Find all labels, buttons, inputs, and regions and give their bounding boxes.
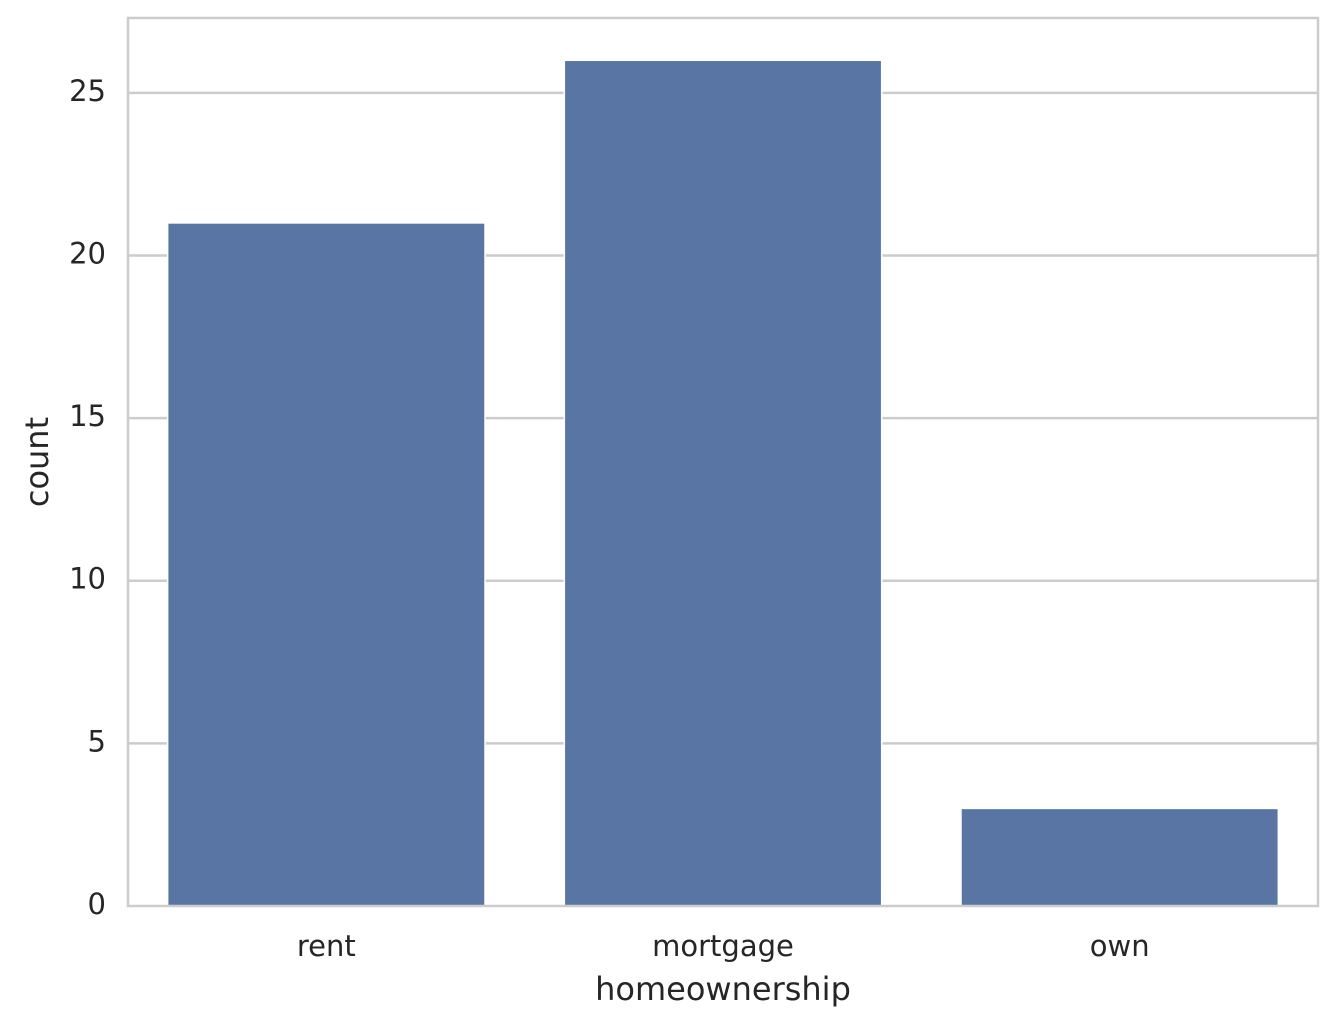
y-tick-label: 10 bbox=[69, 562, 106, 596]
y-tick-label: 15 bbox=[69, 399, 106, 433]
x-tick-label-own: own bbox=[1090, 929, 1150, 963]
y-tick-label: 25 bbox=[69, 74, 106, 108]
y-tick-label: 0 bbox=[88, 887, 106, 921]
bar-own bbox=[960, 807, 1280, 907]
x-tick-labels: rent mortgage own bbox=[297, 929, 1150, 963]
x-axis-label: homeownership bbox=[595, 970, 851, 1008]
x-tick-label-rent: rent bbox=[297, 929, 356, 963]
bar-rent bbox=[166, 222, 486, 907]
y-axis-label: count bbox=[18, 417, 56, 507]
bars bbox=[166, 59, 1280, 907]
y-tick-labels: 0 5 10 15 20 25 bbox=[69, 74, 106, 921]
x-tick-label-mortgage: mortgage bbox=[652, 929, 794, 963]
plot-frame bbox=[126, 16, 1320, 908]
y-tick-label: 20 bbox=[69, 236, 106, 270]
y-tick-label: 5 bbox=[88, 724, 106, 758]
bar-mortgage bbox=[563, 59, 883, 907]
